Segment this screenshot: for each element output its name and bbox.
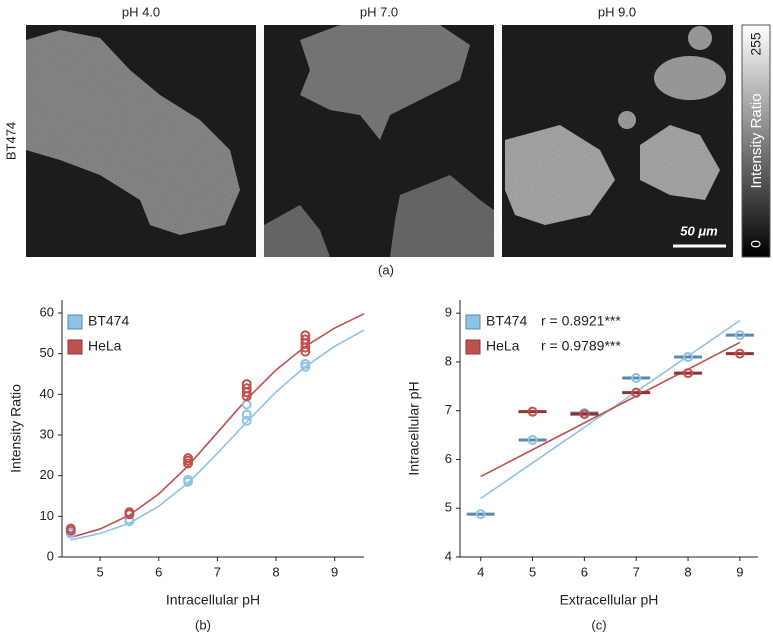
y-axis-label: Intracellular pH [406, 381, 422, 475]
legend-label: HeLa [486, 338, 520, 354]
data-point [527, 406, 538, 417]
colorbar [741, 24, 771, 258]
data-point [683, 368, 694, 379]
x-tick-label: 5 [96, 564, 103, 579]
data-point [241, 379, 252, 390]
fit-line [70, 329, 365, 541]
legend-swatch [465, 339, 481, 355]
panel-label: (c) [591, 617, 606, 632]
data-point [734, 330, 745, 341]
legend-label: HeLa [88, 338, 122, 354]
data-point [241, 383, 252, 394]
y-tick-label: 6 [445, 451, 452, 466]
x-tick-label: 8 [684, 564, 691, 579]
legend-label: BT474 [486, 313, 527, 329]
annotation: r = 0.9789*** [541, 338, 621, 354]
fit-line [480, 341, 741, 478]
y-tick-label: 5 [445, 500, 452, 515]
column-label: pH 7.0 [360, 4, 398, 19]
x-tick-label: 7 [214, 564, 221, 579]
legend-swatch [67, 339, 83, 355]
data-point [631, 387, 642, 398]
y-tick-label: 10 [40, 508, 54, 523]
y-tick-label: 7 [445, 402, 452, 417]
data-point [300, 358, 311, 369]
x-tick-label: 8 [272, 564, 279, 579]
x-tick-label: 5 [529, 564, 536, 579]
data-point [241, 409, 252, 420]
x-tick-label: 7 [633, 564, 640, 579]
y-axis-label: Intensity Ratio [8, 384, 24, 473]
y-tick-label: 8 [445, 353, 452, 368]
y-tick-label: 9 [445, 305, 452, 320]
legend-swatch [465, 314, 481, 330]
legend-swatch [67, 314, 83, 330]
data-point [241, 399, 252, 410]
data-point [241, 415, 252, 426]
column-label: pH 4.0 [122, 4, 160, 19]
x-axis-label: Extracellular pH [560, 592, 659, 608]
data-point [631, 373, 642, 384]
colorbar-label: Intensity Ratio [748, 93, 765, 188]
column-label: pH 9.0 [598, 4, 636, 19]
row-label: BT474 [3, 122, 18, 160]
micrograph-images [26, 25, 733, 257]
data-point [734, 348, 745, 359]
annotation: r = 0.8921*** [541, 313, 621, 329]
data-point [475, 509, 486, 520]
x-axis-label: Intracellular pH [166, 592, 260, 608]
y-tick-label: 50 [40, 345, 54, 360]
x-tick-label: 9 [736, 564, 743, 579]
x-tick-label: 9 [331, 564, 338, 579]
x-tick-label: 6 [155, 564, 162, 579]
data-point [527, 434, 538, 445]
data-point [683, 352, 694, 363]
y-tick-label: 30 [40, 426, 54, 441]
y-tick-label: 4 [445, 548, 452, 563]
data-point [579, 409, 590, 420]
data-point [183, 474, 194, 485]
colorbar-max: 255 [748, 32, 764, 56]
data-point [65, 523, 76, 534]
y-tick-label: 20 [40, 467, 54, 482]
panel-label: (b) [195, 617, 211, 632]
y-tick-label: 60 [40, 304, 54, 319]
y-tick-label: 40 [40, 386, 54, 401]
scale-bar-label: 50 μm [680, 223, 718, 238]
fit-line [70, 313, 365, 539]
data-point [183, 453, 194, 464]
legend-label: BT474 [88, 313, 129, 329]
data-point [300, 334, 311, 345]
x-tick-label: 6 [581, 564, 588, 579]
data-point [124, 507, 135, 518]
x-tick-label: 4 [477, 564, 484, 579]
y-tick-label: 0 [47, 548, 54, 563]
data-point [300, 330, 311, 341]
colorbar-min: 0 [748, 240, 764, 248]
panel-label: (a) [378, 262, 394, 277]
